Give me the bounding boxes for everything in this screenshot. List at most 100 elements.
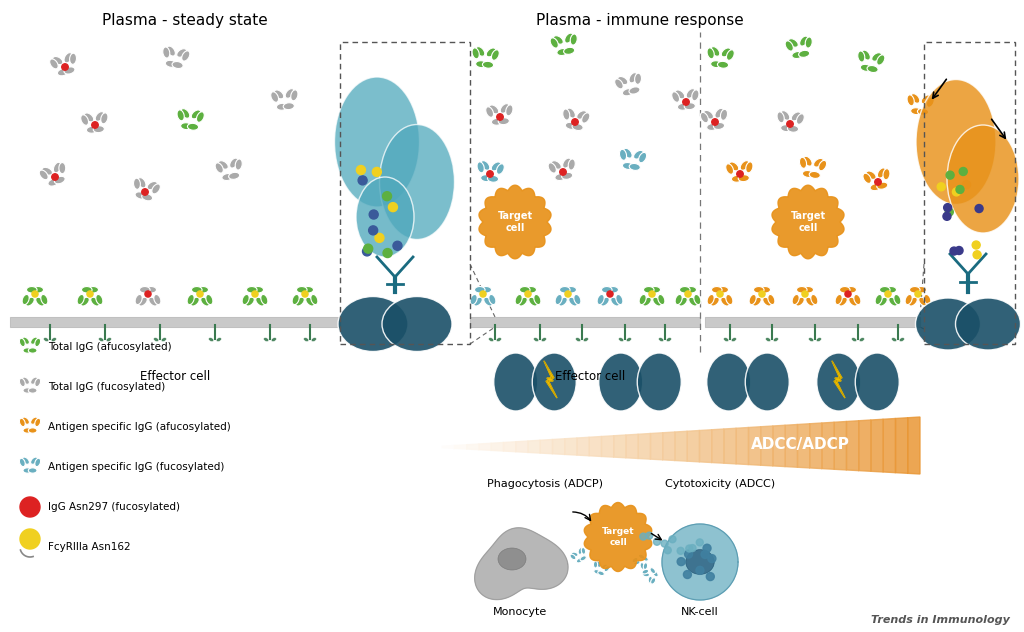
Circle shape [358, 176, 368, 185]
Ellipse shape [924, 295, 931, 305]
Ellipse shape [488, 337, 494, 341]
Ellipse shape [792, 52, 803, 59]
Ellipse shape [562, 158, 571, 168]
Ellipse shape [242, 295, 249, 305]
Ellipse shape [23, 468, 32, 473]
Ellipse shape [686, 286, 696, 293]
Ellipse shape [915, 286, 927, 293]
Ellipse shape [633, 561, 640, 565]
Ellipse shape [44, 337, 49, 341]
Ellipse shape [77, 295, 84, 305]
Polygon shape [724, 428, 736, 464]
Ellipse shape [909, 286, 920, 293]
Ellipse shape [177, 110, 184, 121]
Circle shape [708, 554, 716, 562]
Polygon shape [687, 430, 699, 462]
Ellipse shape [753, 297, 761, 306]
Ellipse shape [793, 295, 799, 305]
Ellipse shape [23, 457, 30, 465]
Polygon shape [835, 422, 847, 470]
Ellipse shape [91, 297, 99, 306]
Ellipse shape [580, 556, 587, 561]
Ellipse shape [492, 118, 503, 125]
Ellipse shape [106, 337, 112, 341]
Circle shape [874, 179, 882, 185]
Circle shape [571, 119, 579, 125]
Ellipse shape [877, 55, 885, 65]
Polygon shape [749, 427, 761, 465]
Ellipse shape [858, 51, 865, 62]
Polygon shape [516, 441, 528, 453]
Circle shape [356, 166, 366, 174]
Ellipse shape [568, 297, 578, 306]
Ellipse shape [915, 298, 981, 350]
Ellipse shape [866, 171, 877, 179]
Polygon shape [475, 528, 568, 600]
Ellipse shape [93, 126, 104, 133]
Ellipse shape [29, 428, 37, 433]
Ellipse shape [686, 550, 715, 574]
Ellipse shape [191, 286, 202, 293]
Ellipse shape [23, 377, 30, 384]
Ellipse shape [566, 286, 577, 293]
Ellipse shape [594, 561, 598, 568]
Ellipse shape [629, 73, 637, 83]
Ellipse shape [797, 286, 807, 293]
Ellipse shape [558, 297, 567, 306]
Circle shape [32, 291, 38, 297]
Ellipse shape [582, 113, 590, 123]
Circle shape [972, 241, 980, 249]
Ellipse shape [31, 337, 38, 344]
Ellipse shape [871, 52, 882, 61]
Ellipse shape [177, 49, 186, 58]
Polygon shape [544, 361, 557, 398]
Ellipse shape [338, 296, 408, 351]
Ellipse shape [797, 114, 804, 125]
Circle shape [717, 291, 723, 297]
Ellipse shape [777, 112, 784, 123]
Ellipse shape [492, 50, 500, 60]
Ellipse shape [534, 295, 541, 305]
Ellipse shape [528, 297, 538, 306]
Circle shape [975, 205, 983, 212]
Ellipse shape [804, 156, 812, 166]
Ellipse shape [910, 107, 922, 114]
Ellipse shape [675, 90, 685, 99]
Ellipse shape [88, 286, 98, 293]
Ellipse shape [274, 90, 284, 99]
Ellipse shape [806, 297, 814, 306]
Circle shape [845, 291, 851, 297]
Ellipse shape [604, 566, 609, 572]
Polygon shape [798, 423, 810, 468]
Ellipse shape [679, 297, 687, 306]
Ellipse shape [570, 554, 575, 560]
Ellipse shape [48, 179, 58, 186]
Ellipse shape [147, 181, 158, 190]
Ellipse shape [209, 337, 214, 341]
Ellipse shape [642, 556, 648, 561]
Bar [470, 317, 700, 327]
Ellipse shape [181, 109, 189, 118]
Ellipse shape [745, 162, 753, 173]
Ellipse shape [100, 113, 108, 124]
Ellipse shape [640, 562, 644, 569]
Circle shape [20, 529, 40, 549]
Circle shape [956, 185, 964, 193]
Ellipse shape [187, 123, 199, 130]
Circle shape [973, 251, 981, 258]
Ellipse shape [711, 61, 722, 68]
Ellipse shape [276, 104, 288, 110]
Text: Effector cell: Effector cell [140, 370, 210, 384]
Ellipse shape [138, 297, 147, 306]
Ellipse shape [23, 417, 30, 424]
Circle shape [607, 291, 613, 297]
Ellipse shape [483, 297, 493, 306]
Ellipse shape [763, 297, 771, 306]
Polygon shape [467, 444, 479, 450]
Polygon shape [541, 439, 553, 454]
Ellipse shape [803, 286, 813, 293]
Circle shape [560, 169, 566, 175]
Ellipse shape [800, 36, 808, 46]
Ellipse shape [138, 178, 146, 188]
Ellipse shape [488, 295, 496, 305]
